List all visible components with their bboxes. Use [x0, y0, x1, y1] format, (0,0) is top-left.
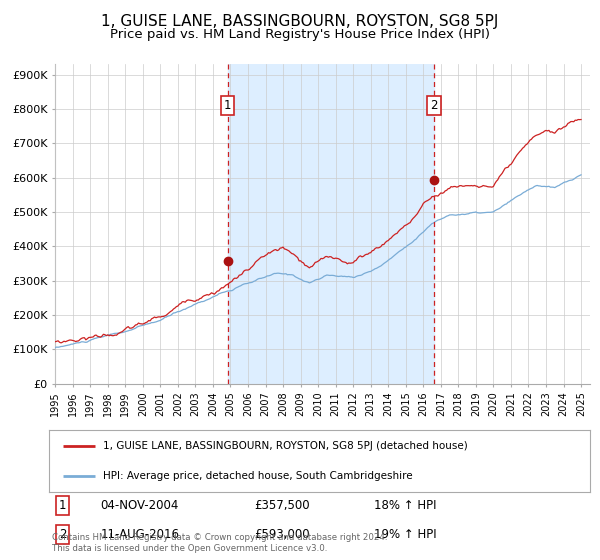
- Text: 11-AUG-2016: 11-AUG-2016: [101, 528, 179, 541]
- Text: £357,500: £357,500: [254, 499, 310, 512]
- Text: 1, GUISE LANE, BASSINGBOURN, ROYSTON, SG8 5PJ (detached house): 1, GUISE LANE, BASSINGBOURN, ROYSTON, SG…: [103, 441, 468, 451]
- Text: Contains HM Land Registry data © Crown copyright and database right 2024.
This d: Contains HM Land Registry data © Crown c…: [52, 533, 388, 553]
- Text: 1: 1: [59, 499, 67, 512]
- Text: Price paid vs. HM Land Registry's House Price Index (HPI): Price paid vs. HM Land Registry's House …: [110, 28, 490, 41]
- Text: 1, GUISE LANE, BASSINGBOURN, ROYSTON, SG8 5PJ: 1, GUISE LANE, BASSINGBOURN, ROYSTON, SG…: [101, 14, 499, 29]
- Text: 2: 2: [59, 528, 67, 541]
- Text: 2: 2: [430, 99, 438, 112]
- Text: 18% ↑ HPI: 18% ↑ HPI: [374, 499, 436, 512]
- Bar: [227, 64, 434, 384]
- Text: 19% ↑ HPI: 19% ↑ HPI: [374, 528, 436, 541]
- Text: 1: 1: [224, 99, 232, 112]
- Text: 04-NOV-2004: 04-NOV-2004: [101, 499, 179, 512]
- Text: £593,000: £593,000: [254, 528, 310, 541]
- Text: HPI: Average price, detached house, South Cambridgeshire: HPI: Average price, detached house, Sout…: [103, 471, 413, 481]
